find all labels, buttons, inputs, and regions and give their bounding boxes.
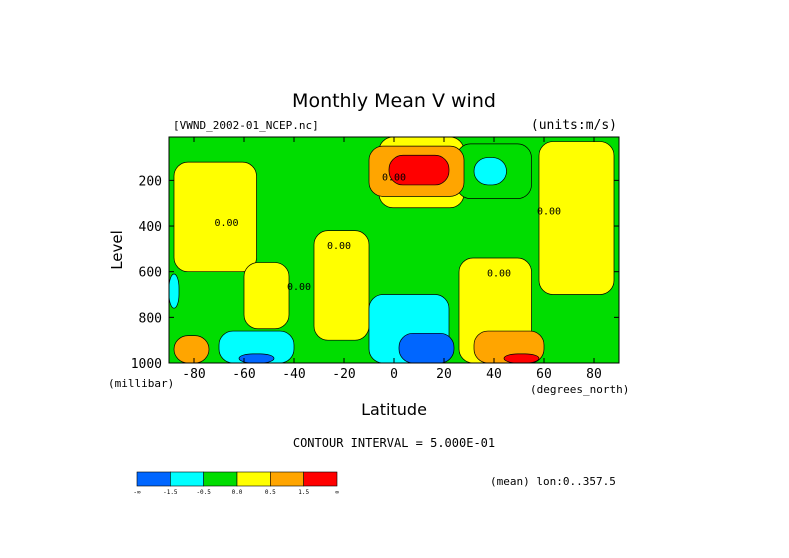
x-axis-title: Latitude <box>361 400 427 419</box>
x-tick-label: 20 <box>436 367 452 382</box>
axes: -80 -60 -40 -20 0 20 40 60 80 200 400 600 800 1000 <box>131 136 620 382</box>
contour-label: 0.00 <box>487 268 511 279</box>
x-axis-unit: (degrees_north) <box>530 383 629 396</box>
contour-label: 0.00 <box>327 241 351 252</box>
y-tick-label: 200 <box>139 174 162 189</box>
contour-label: 0.00 <box>214 218 238 229</box>
dataset-label: [VWND_2002-01_NCEP.nc] <box>173 119 319 132</box>
colorbar-label: 0.5 <box>265 489 276 496</box>
x-tick-label: -40 <box>282 367 305 382</box>
x-tick-label: 80 <box>586 367 602 382</box>
x-tick-label: -20 <box>332 367 355 382</box>
contour-region <box>388 154 450 186</box>
contour-interval-note: CONTOUR INTERVAL = 5.000E-01 <box>293 436 495 450</box>
y-tick-label: 400 <box>139 220 162 235</box>
x-tick-label: 40 <box>486 367 502 382</box>
colorbar-swatch <box>303 471 338 487</box>
contour-region <box>503 353 540 363</box>
colorbar-swatch <box>236 471 271 487</box>
contour-region <box>173 161 257 273</box>
colorbar-swatch <box>203 471 238 487</box>
colorbar-swatch <box>270 471 304 487</box>
contour-region <box>398 332 455 363</box>
colorbar: -∞ -1.5 -0.5 0.0 0.5 1.5 ∞ <box>133 471 339 496</box>
y-axis-title: Level <box>108 230 126 270</box>
colorbar-swatch <box>170 471 204 487</box>
colorbar-label: 1.5 <box>298 489 309 496</box>
contour-region <box>169 273 180 309</box>
contour-region <box>313 230 370 341</box>
x-tick-label: 60 <box>536 367 552 382</box>
contour-label: 0.00 <box>287 282 311 293</box>
colorbar-label: -∞ <box>133 489 141 496</box>
colorbar-label: 0.0 <box>232 489 243 496</box>
colorbar-label: ∞ <box>335 489 339 496</box>
y-tick-label: 1000 <box>131 357 162 372</box>
contour-region <box>218 330 295 363</box>
contour-label: 0.00 <box>537 207 561 218</box>
x-tick-label: 0 <box>390 367 398 382</box>
contour-plot-area: 0.00 0.00 0.00 0.00 0.00 0.00 <box>169 137 619 363</box>
units-label: (units:m/s) <box>531 118 617 133</box>
x-tick-label: -60 <box>232 367 255 382</box>
contour-region <box>538 141 615 295</box>
contour-region <box>473 157 507 186</box>
contour-label: 0.00 <box>382 172 406 183</box>
y-tick-label: 800 <box>139 311 162 326</box>
colorbar-label: -1.5 <box>163 489 178 496</box>
contour-fill-group: 0.00 0.00 0.00 0.00 0.00 0.00 <box>169 137 619 363</box>
contour-region <box>243 262 290 330</box>
x-tick-label: -80 <box>182 367 205 382</box>
y-tick-label: 600 <box>139 266 162 281</box>
colorbar-label: -0.5 <box>196 489 211 496</box>
mean-longitude-note: (mean) lon:0..357.5 <box>490 475 616 488</box>
chart-title: Monthly Mean V wind <box>292 90 496 112</box>
contour-region <box>173 335 210 363</box>
y-axis-unit: (millibar) <box>108 377 174 390</box>
colorbar-swatch <box>136 471 171 487</box>
